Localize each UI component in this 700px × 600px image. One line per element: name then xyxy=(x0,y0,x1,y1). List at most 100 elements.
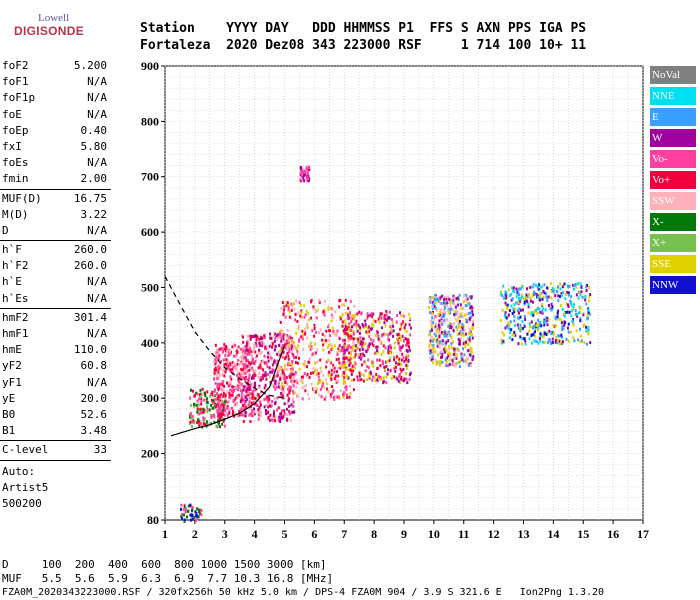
echo-point xyxy=(428,305,431,309)
echo-point xyxy=(364,325,367,329)
echo-point xyxy=(406,343,409,347)
echo-point xyxy=(258,337,261,341)
echo-point xyxy=(577,290,580,294)
echo-point xyxy=(453,322,456,326)
echo-point xyxy=(253,385,256,389)
echo-point xyxy=(267,372,270,376)
echo-point xyxy=(407,338,410,342)
echo-point xyxy=(447,354,450,358)
echo-point xyxy=(216,373,219,377)
echo-point xyxy=(513,290,516,294)
echo-point xyxy=(457,361,460,365)
echo-point xyxy=(558,317,561,321)
echo-point xyxy=(405,329,408,333)
echo-point xyxy=(258,406,261,410)
echo-point xyxy=(226,349,229,353)
echo-point xyxy=(228,349,231,353)
echo-point xyxy=(579,293,582,297)
echo-point xyxy=(300,315,303,319)
echo-point xyxy=(305,174,308,178)
echo-point xyxy=(352,337,355,341)
echo-point xyxy=(333,370,336,374)
echo-point xyxy=(223,403,226,407)
echo-point xyxy=(214,362,217,366)
echo-point xyxy=(399,338,402,342)
echo-point xyxy=(295,378,298,382)
echo-point xyxy=(237,384,240,388)
echo-point xyxy=(522,296,525,300)
echo-point xyxy=(389,356,392,360)
echo-point xyxy=(231,369,234,373)
echo-point xyxy=(338,305,341,309)
echo-point xyxy=(226,411,229,415)
echo-point xyxy=(461,327,464,331)
echo-point xyxy=(245,376,248,380)
echo-point xyxy=(198,411,201,415)
echo-point xyxy=(403,326,406,330)
echo-point xyxy=(452,356,455,360)
echo-point xyxy=(409,326,412,330)
echo-point xyxy=(358,348,361,352)
echo-point xyxy=(513,330,516,334)
echo-point xyxy=(437,299,440,303)
echo-point xyxy=(450,336,453,340)
echo-point xyxy=(336,351,339,355)
echo-point xyxy=(574,282,577,286)
echo-point xyxy=(502,284,505,288)
echo-point xyxy=(337,366,340,370)
echo-point xyxy=(339,317,342,321)
echo-point xyxy=(509,331,512,335)
echo-point xyxy=(469,317,472,321)
echo-point xyxy=(241,333,244,337)
echo-point xyxy=(393,375,396,379)
echo-point xyxy=(402,320,405,324)
echo-point xyxy=(445,340,448,344)
echo-point xyxy=(198,423,201,427)
muf-table: D 100 200 400 600 800 1000 1500 3000 [km… xyxy=(2,558,333,586)
echo-point xyxy=(288,335,291,339)
echo-point xyxy=(461,331,464,335)
echo-point xyxy=(240,413,243,417)
echo-point xyxy=(321,312,324,316)
echo-point xyxy=(293,391,296,395)
echo-point xyxy=(359,342,362,346)
echo-point xyxy=(246,387,249,391)
echo-point xyxy=(257,399,260,403)
echo-point xyxy=(285,339,288,343)
echo-point xyxy=(292,302,295,306)
echo-point xyxy=(455,325,458,329)
echo-point xyxy=(453,364,456,368)
echo-point xyxy=(221,368,224,372)
echo-point xyxy=(276,359,279,363)
echo-point xyxy=(386,368,389,372)
echo-point xyxy=(451,308,454,312)
echo-point xyxy=(290,369,293,373)
echo-point xyxy=(529,296,532,300)
echo-point xyxy=(264,361,267,365)
echo-point xyxy=(189,420,192,424)
echo-point xyxy=(197,403,200,407)
echo-point xyxy=(249,402,252,406)
echo-point xyxy=(513,315,516,319)
echo-point xyxy=(390,328,393,332)
echo-point xyxy=(581,295,584,299)
echo-point xyxy=(397,379,400,383)
echo-point xyxy=(286,417,289,421)
echo-point xyxy=(291,382,294,386)
echo-point xyxy=(221,400,224,404)
echo-point xyxy=(545,295,548,299)
echo-point xyxy=(271,342,274,346)
echo-point xyxy=(437,342,440,346)
echo-point xyxy=(249,392,252,396)
echo-point xyxy=(405,366,408,370)
echo-point xyxy=(537,326,540,330)
echo-point xyxy=(440,342,443,346)
echo-point xyxy=(441,342,444,346)
echo-point xyxy=(535,324,538,328)
echo-point xyxy=(283,409,286,413)
echo-point xyxy=(349,350,352,354)
echo-point xyxy=(344,331,347,335)
echo-point xyxy=(252,374,255,378)
echo-point xyxy=(264,383,267,387)
echo-point xyxy=(389,369,392,373)
